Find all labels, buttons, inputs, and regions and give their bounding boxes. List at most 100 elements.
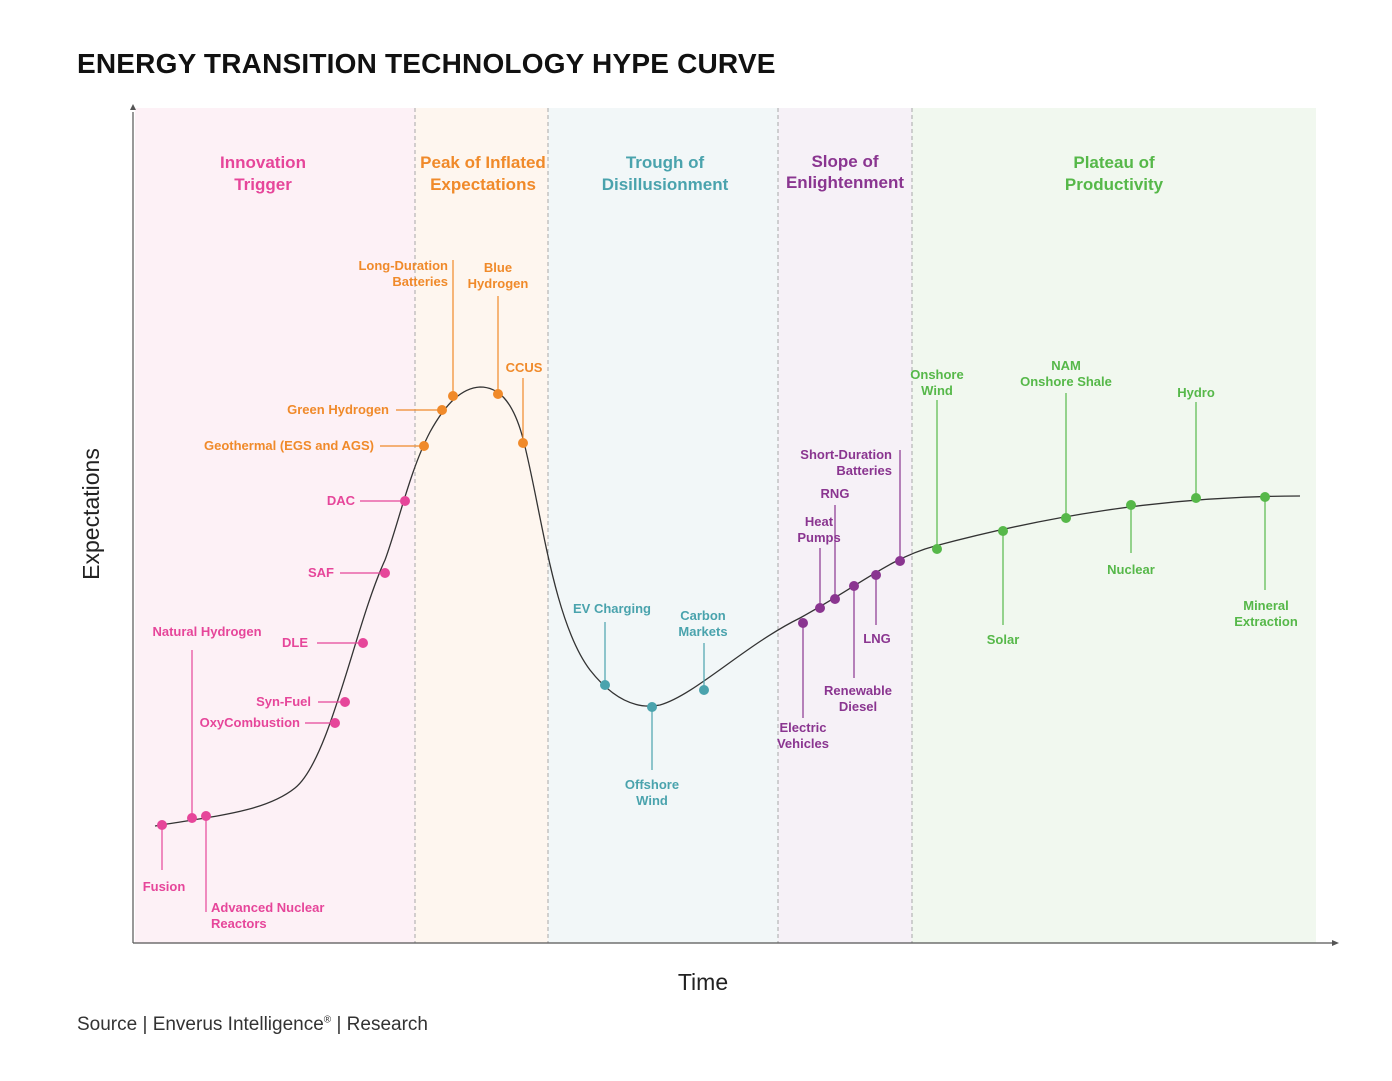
phase-label-slope: Slope of Enlightenment [786, 152, 904, 192]
phase-band-plateau [912, 108, 1316, 943]
tech-label-line: Batteries [392, 274, 448, 289]
phase-band-trough [548, 108, 778, 943]
source-note: Source | Enverus Intelligence® | Researc… [77, 1014, 428, 1036]
tech-label-line: NAM [1051, 358, 1081, 373]
data-point-mineral-extraction [1260, 492, 1270, 502]
phase-label-line: Peak of Inflated [420, 153, 546, 172]
hype-curve-line [154, 386, 1301, 827]
phase-label-line: Expectations [430, 175, 536, 194]
phase-label-line: Trigger [234, 175, 292, 194]
tech-label-syn-fuel: Syn-Fuel [256, 694, 311, 709]
phase-label-line: Plateau of [1073, 153, 1155, 172]
tech-label-line: LNG [863, 631, 890, 646]
data-point-renewable-diesel [849, 581, 859, 591]
data-point-electric-vehicles [798, 618, 808, 628]
phase-band-slope [778, 108, 912, 943]
phase-band-innovation-trigger [135, 108, 415, 943]
source-suffix: | Research [331, 1014, 428, 1035]
tech-label-line: Renewable [824, 683, 892, 698]
tech-label-line: Advanced Nuclear [211, 900, 324, 915]
source-text: Source | Enverus Intelligence [77, 1014, 324, 1035]
data-point-dle [358, 638, 368, 648]
data-point-ccus [518, 438, 528, 448]
y-axis-arrow [130, 104, 136, 110]
x-axis-arrow [1332, 940, 1339, 946]
tech-label-line: Short-Duration [800, 447, 892, 462]
data-point-heat-pumps [815, 603, 825, 613]
tech-label-line: Electric [780, 720, 827, 735]
tech-label-line: RNG [821, 486, 850, 501]
tech-label-carbon-markets: Carbon Markets [678, 608, 727, 639]
tech-label-oxycombustion: OxyCombustion [200, 715, 300, 730]
data-point-nuclear [1126, 500, 1136, 510]
data-point-dac [400, 496, 410, 506]
tech-label-electric-vehicles: Electric Vehicles [777, 720, 829, 751]
tech-label-line: DAC [327, 493, 356, 508]
tech-label-line: Wind [636, 793, 668, 808]
registered-mark: ® [323, 1014, 332, 1026]
data-point-ev-charging [600, 680, 610, 690]
data-point-hydro [1191, 493, 1201, 503]
data-point-natural-hydrogen [187, 813, 197, 823]
tech-label-mineral-extraction: Mineral Extraction [1234, 598, 1298, 629]
data-point-lng [871, 570, 881, 580]
tech-label-line: SAF [308, 565, 334, 580]
tech-label-rng: RNG [821, 486, 850, 501]
tech-label-line: DLE [282, 635, 308, 650]
data-point-green-hydrogen [437, 405, 447, 415]
phase-label-innovation-trigger: Innovation Trigger [220, 153, 306, 194]
tech-label-dac: DAC [327, 493, 356, 508]
phase-label-line: Productivity [1065, 175, 1164, 194]
data-point-short-duration-batteries [895, 556, 905, 566]
tech-label-nuclear: Nuclear [1107, 562, 1155, 577]
data-point-onshore-wind [932, 544, 942, 554]
tech-label-line: Onshore Shale [1020, 374, 1112, 389]
leader-lines [161, 260, 1266, 912]
tech-label-line: Markets [678, 624, 727, 639]
data-point-rng [830, 594, 840, 604]
data-point-saf [380, 568, 390, 578]
data-point-blue-hydrogen [493, 389, 503, 399]
tech-label-saf: SAF [308, 565, 334, 580]
tech-label-heat-pumps: Heat Pumps [797, 514, 840, 545]
tech-label-line: Wind [921, 383, 953, 398]
phase-label-line: Innovation [220, 153, 306, 172]
tech-label-line: Extraction [1234, 614, 1298, 629]
phase-label-line: Disillusionment [602, 175, 729, 194]
tech-label-line: Syn-Fuel [256, 694, 311, 709]
axes [130, 104, 1339, 946]
tech-label-long-duration-batteries: Long-Duration Batteries [358, 258, 448, 289]
chart-title: ENERGY TRANSITION TECHNOLOGY HYPE CURVE [77, 48, 776, 79]
phase-label-trough: Trough of Disillusionment [602, 153, 729, 194]
tech-label-line: Fusion [143, 879, 186, 894]
tech-label-onshore-wind: Onshore Wind [910, 367, 963, 398]
tech-label-line: Vehicles [777, 736, 829, 751]
tech-label-renewable-diesel: Renewable Diesel [824, 683, 892, 714]
phase-label-line: Slope of [811, 152, 878, 171]
tech-label-short-duration-batteries: Short-Duration Batteries [800, 447, 892, 478]
tech-label-line: Long-Duration [358, 258, 448, 273]
tech-label-line: Offshore [625, 777, 679, 792]
tech-label-line: Nuclear [1107, 562, 1155, 577]
tech-label-line: Hydro [1177, 385, 1215, 400]
tech-label-line: Carbon [680, 608, 726, 623]
tech-label-line: Geothermal (EGS and AGS) [204, 438, 374, 453]
tech-label-line: Blue [484, 260, 512, 275]
tech-label-dle: DLE [282, 635, 308, 650]
tech-label-line: Mineral [1243, 598, 1289, 613]
technology-points [157, 389, 1270, 830]
data-point-geothermal-egs-and-ags [419, 441, 429, 451]
data-point-long-duration-batteries [448, 391, 458, 401]
tech-label-fusion: Fusion [143, 879, 186, 894]
tech-label-solar: Solar [987, 632, 1020, 647]
phase-band-peak [415, 108, 548, 943]
data-point-nam-onshore-shale [1061, 513, 1071, 523]
tech-label-line: Green Hydrogen [287, 402, 389, 417]
phase-label-line: Trough of [626, 153, 705, 172]
tech-label-line: Onshore [910, 367, 963, 382]
tech-label-hydro: Hydro [1177, 385, 1215, 400]
phase-labels: Innovation Trigger Peak of Inflated Expecta… [220, 152, 1164, 194]
tech-label-lng: LNG [863, 631, 890, 646]
phase-dividers [414, 108, 913, 943]
